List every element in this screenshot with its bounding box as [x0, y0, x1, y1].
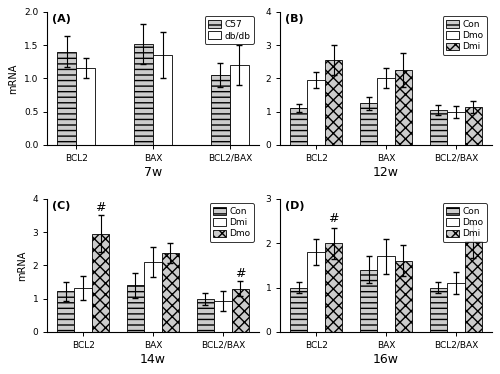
- Text: #: #: [96, 201, 106, 214]
- Bar: [394, 261, 412, 332]
- Bar: [214, 301, 232, 332]
- Bar: [153, 55, 172, 145]
- Bar: [76, 68, 96, 145]
- X-axis label: 12w: 12w: [373, 166, 399, 179]
- Bar: [308, 80, 325, 145]
- Bar: [127, 285, 144, 332]
- X-axis label: 16w: 16w: [373, 353, 399, 366]
- X-axis label: 14w: 14w: [140, 353, 166, 366]
- Bar: [464, 107, 482, 145]
- Bar: [196, 298, 214, 332]
- Bar: [57, 52, 76, 145]
- Legend: Con, Dmo, Dmi: Con, Dmo, Dmi: [442, 203, 487, 242]
- Bar: [57, 291, 74, 332]
- X-axis label: 7w: 7w: [144, 166, 162, 179]
- Bar: [430, 288, 447, 332]
- Bar: [378, 257, 394, 332]
- Bar: [360, 270, 378, 332]
- Text: #: #: [328, 212, 339, 226]
- Bar: [92, 234, 110, 332]
- Bar: [430, 110, 447, 145]
- Bar: [464, 241, 482, 332]
- Bar: [447, 283, 464, 332]
- Bar: [230, 65, 249, 145]
- Bar: [74, 288, 92, 332]
- Text: (B): (B): [284, 15, 303, 24]
- Bar: [394, 70, 412, 145]
- Bar: [325, 60, 342, 145]
- Bar: [290, 288, 308, 332]
- Legend: Con, Dmo, Dmi: Con, Dmo, Dmi: [442, 16, 487, 55]
- Bar: [232, 289, 249, 332]
- Bar: [325, 243, 342, 332]
- Text: (A): (A): [52, 15, 70, 24]
- Text: (C): (C): [52, 202, 70, 211]
- Y-axis label: mRNA: mRNA: [8, 63, 18, 94]
- Legend: Con, Dmi, Dmo: Con, Dmi, Dmo: [210, 203, 254, 242]
- Text: (D): (D): [284, 202, 304, 211]
- Text: #: #: [235, 267, 246, 280]
- Bar: [144, 262, 162, 332]
- Bar: [162, 253, 179, 332]
- Legend: C57, db/db: C57, db/db: [204, 16, 254, 44]
- Bar: [210, 75, 230, 145]
- Y-axis label: mRNA: mRNA: [17, 250, 27, 280]
- Bar: [378, 78, 394, 145]
- Bar: [134, 44, 153, 145]
- Bar: [308, 252, 325, 332]
- Bar: [290, 108, 308, 145]
- Bar: [360, 103, 378, 145]
- Bar: [447, 111, 464, 145]
